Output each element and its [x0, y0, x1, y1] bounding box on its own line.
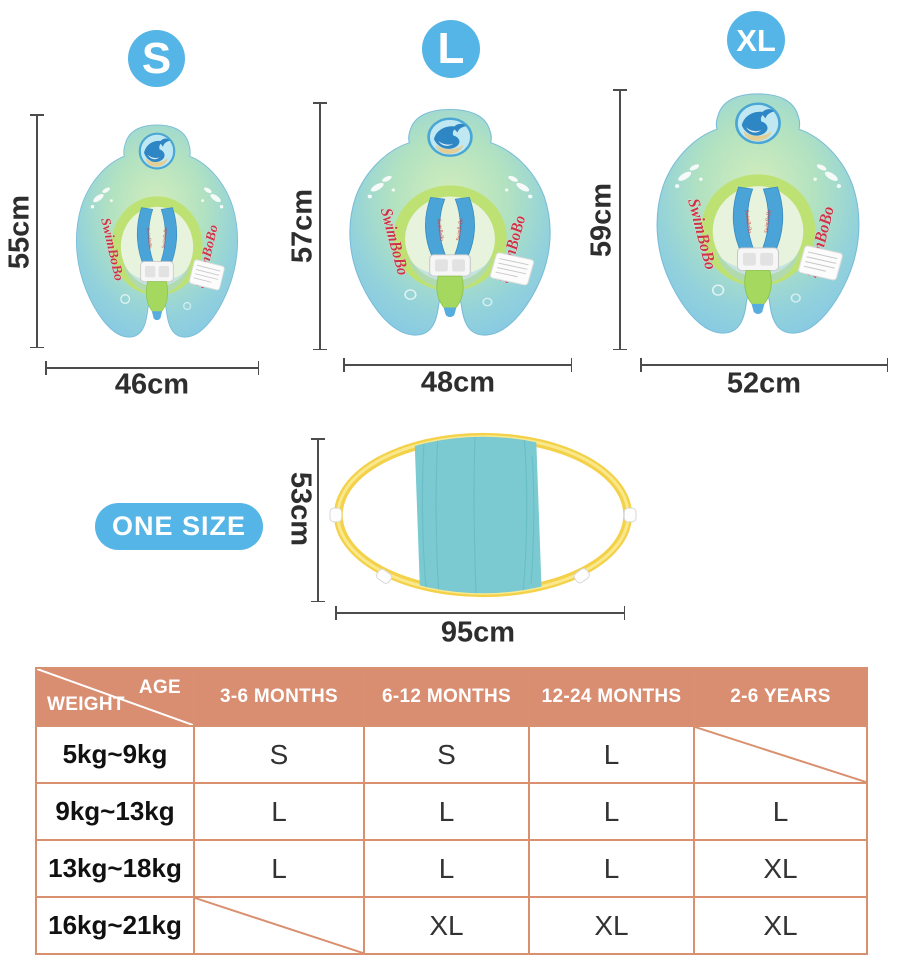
size-value: L	[603, 738, 620, 770]
na-diagonal-line	[695, 727, 866, 782]
height-label-canopy: 53cm	[284, 471, 317, 547]
height-label-s: 55cm	[3, 194, 36, 270]
swim-float-s	[58, 118, 256, 353]
width-dimension-line-s	[45, 361, 259, 375]
size-cell: S	[193, 725, 365, 784]
size-value: L	[603, 852, 620, 884]
table-header-row: AGE WEIGHT 3-6 MONTHS 6-12 MONTHS 12-24 …	[35, 667, 868, 727]
size-cell: L	[528, 725, 695, 784]
swim-float-xl	[634, 86, 882, 351]
canopy-shade	[329, 432, 637, 598]
size-value: L	[438, 852, 455, 884]
table-row-3: 13kg~18kg L L L XL	[35, 839, 868, 898]
size-value: XL	[594, 909, 629, 941]
size-cell: XL	[363, 896, 530, 955]
height-dimension-line-canopy	[311, 438, 325, 602]
size-chart-table: AGE WEIGHT 3-6 MONTHS 6-12 MONTHS 12-24 …	[35, 667, 868, 955]
size-cell-not-applicable	[693, 725, 868, 784]
width-label-s: 46cm	[114, 368, 190, 401]
corner-weight-label: WEIGHT	[47, 694, 125, 715]
size-cell: L	[363, 839, 530, 898]
corner-age-label: AGE	[138, 677, 181, 698]
height-dimension-line-s	[30, 114, 44, 348]
weight-cell: 13kg~18kg	[35, 839, 195, 898]
table-row-4: 16kg~21kg XL XL XL	[35, 896, 868, 955]
table-row-1: 5kg~9kg S S L	[35, 725, 868, 784]
width-label-canopy: 95cm	[440, 616, 516, 649]
size-badge-s: S	[128, 30, 185, 87]
width-label-l: 48cm	[420, 366, 496, 399]
size-value: L	[772, 795, 789, 827]
size-cell: S	[363, 725, 530, 784]
size-value: S	[269, 738, 289, 770]
height-label-xl: 59cm	[585, 182, 618, 258]
one-size-badge: ONE SIZE	[95, 503, 263, 550]
swim-float-l	[327, 102, 573, 352]
size-value: XL	[763, 852, 798, 884]
size-cell: XL	[693, 839, 868, 898]
canopy-band	[414, 436, 542, 594]
size-cell: L	[528, 782, 695, 841]
age-column-header-1: 3-6 MONTHS	[193, 667, 365, 727]
size-value: XL	[429, 909, 464, 941]
corner-diagonal-line	[37, 669, 193, 725]
size-cell: XL	[528, 896, 695, 955]
height-label-l: 57cm	[286, 188, 319, 264]
size-cell: L	[363, 782, 530, 841]
age-column-header-4: 2-6 YEARS	[693, 667, 868, 727]
size-value: L	[603, 795, 620, 827]
size-cell: XL	[693, 896, 868, 955]
size-cell: L	[193, 839, 365, 898]
age-column-header-2: 6-12 MONTHS	[363, 667, 530, 727]
size-value: L	[438, 795, 455, 827]
weight-cell: 16kg~21kg	[35, 896, 195, 955]
size-value: XL	[763, 909, 798, 941]
size-value: L	[271, 795, 287, 827]
size-cell: L	[693, 782, 868, 841]
weight-cell: 9kg~13kg	[35, 782, 195, 841]
size-cell-not-applicable	[193, 896, 365, 955]
na-diagonal-line	[195, 898, 363, 953]
table-row-2: 9kg~13kg L L L L	[35, 782, 868, 841]
age-column-header-3: 12-24 MONTHS	[528, 667, 695, 727]
width-dimension-line-l	[343, 358, 572, 372]
canopy-clips	[329, 507, 637, 584]
size-badge-l: L	[422, 20, 480, 78]
height-dimension-line-l	[313, 102, 327, 350]
width-dimension-line-xl	[640, 358, 888, 372]
width-label-xl: 52cm	[726, 367, 802, 400]
size-badge-xl: XL	[727, 11, 785, 69]
size-cell: L	[528, 839, 695, 898]
width-dimension-line-canopy	[335, 606, 625, 620]
height-dimension-line-xl	[613, 89, 627, 350]
weight-cell: 5kg~9kg	[35, 725, 195, 784]
size-value: L	[271, 852, 287, 884]
size-cell: L	[193, 782, 365, 841]
size-value: S	[437, 738, 456, 770]
table-corner-cell: AGE WEIGHT	[35, 667, 195, 727]
